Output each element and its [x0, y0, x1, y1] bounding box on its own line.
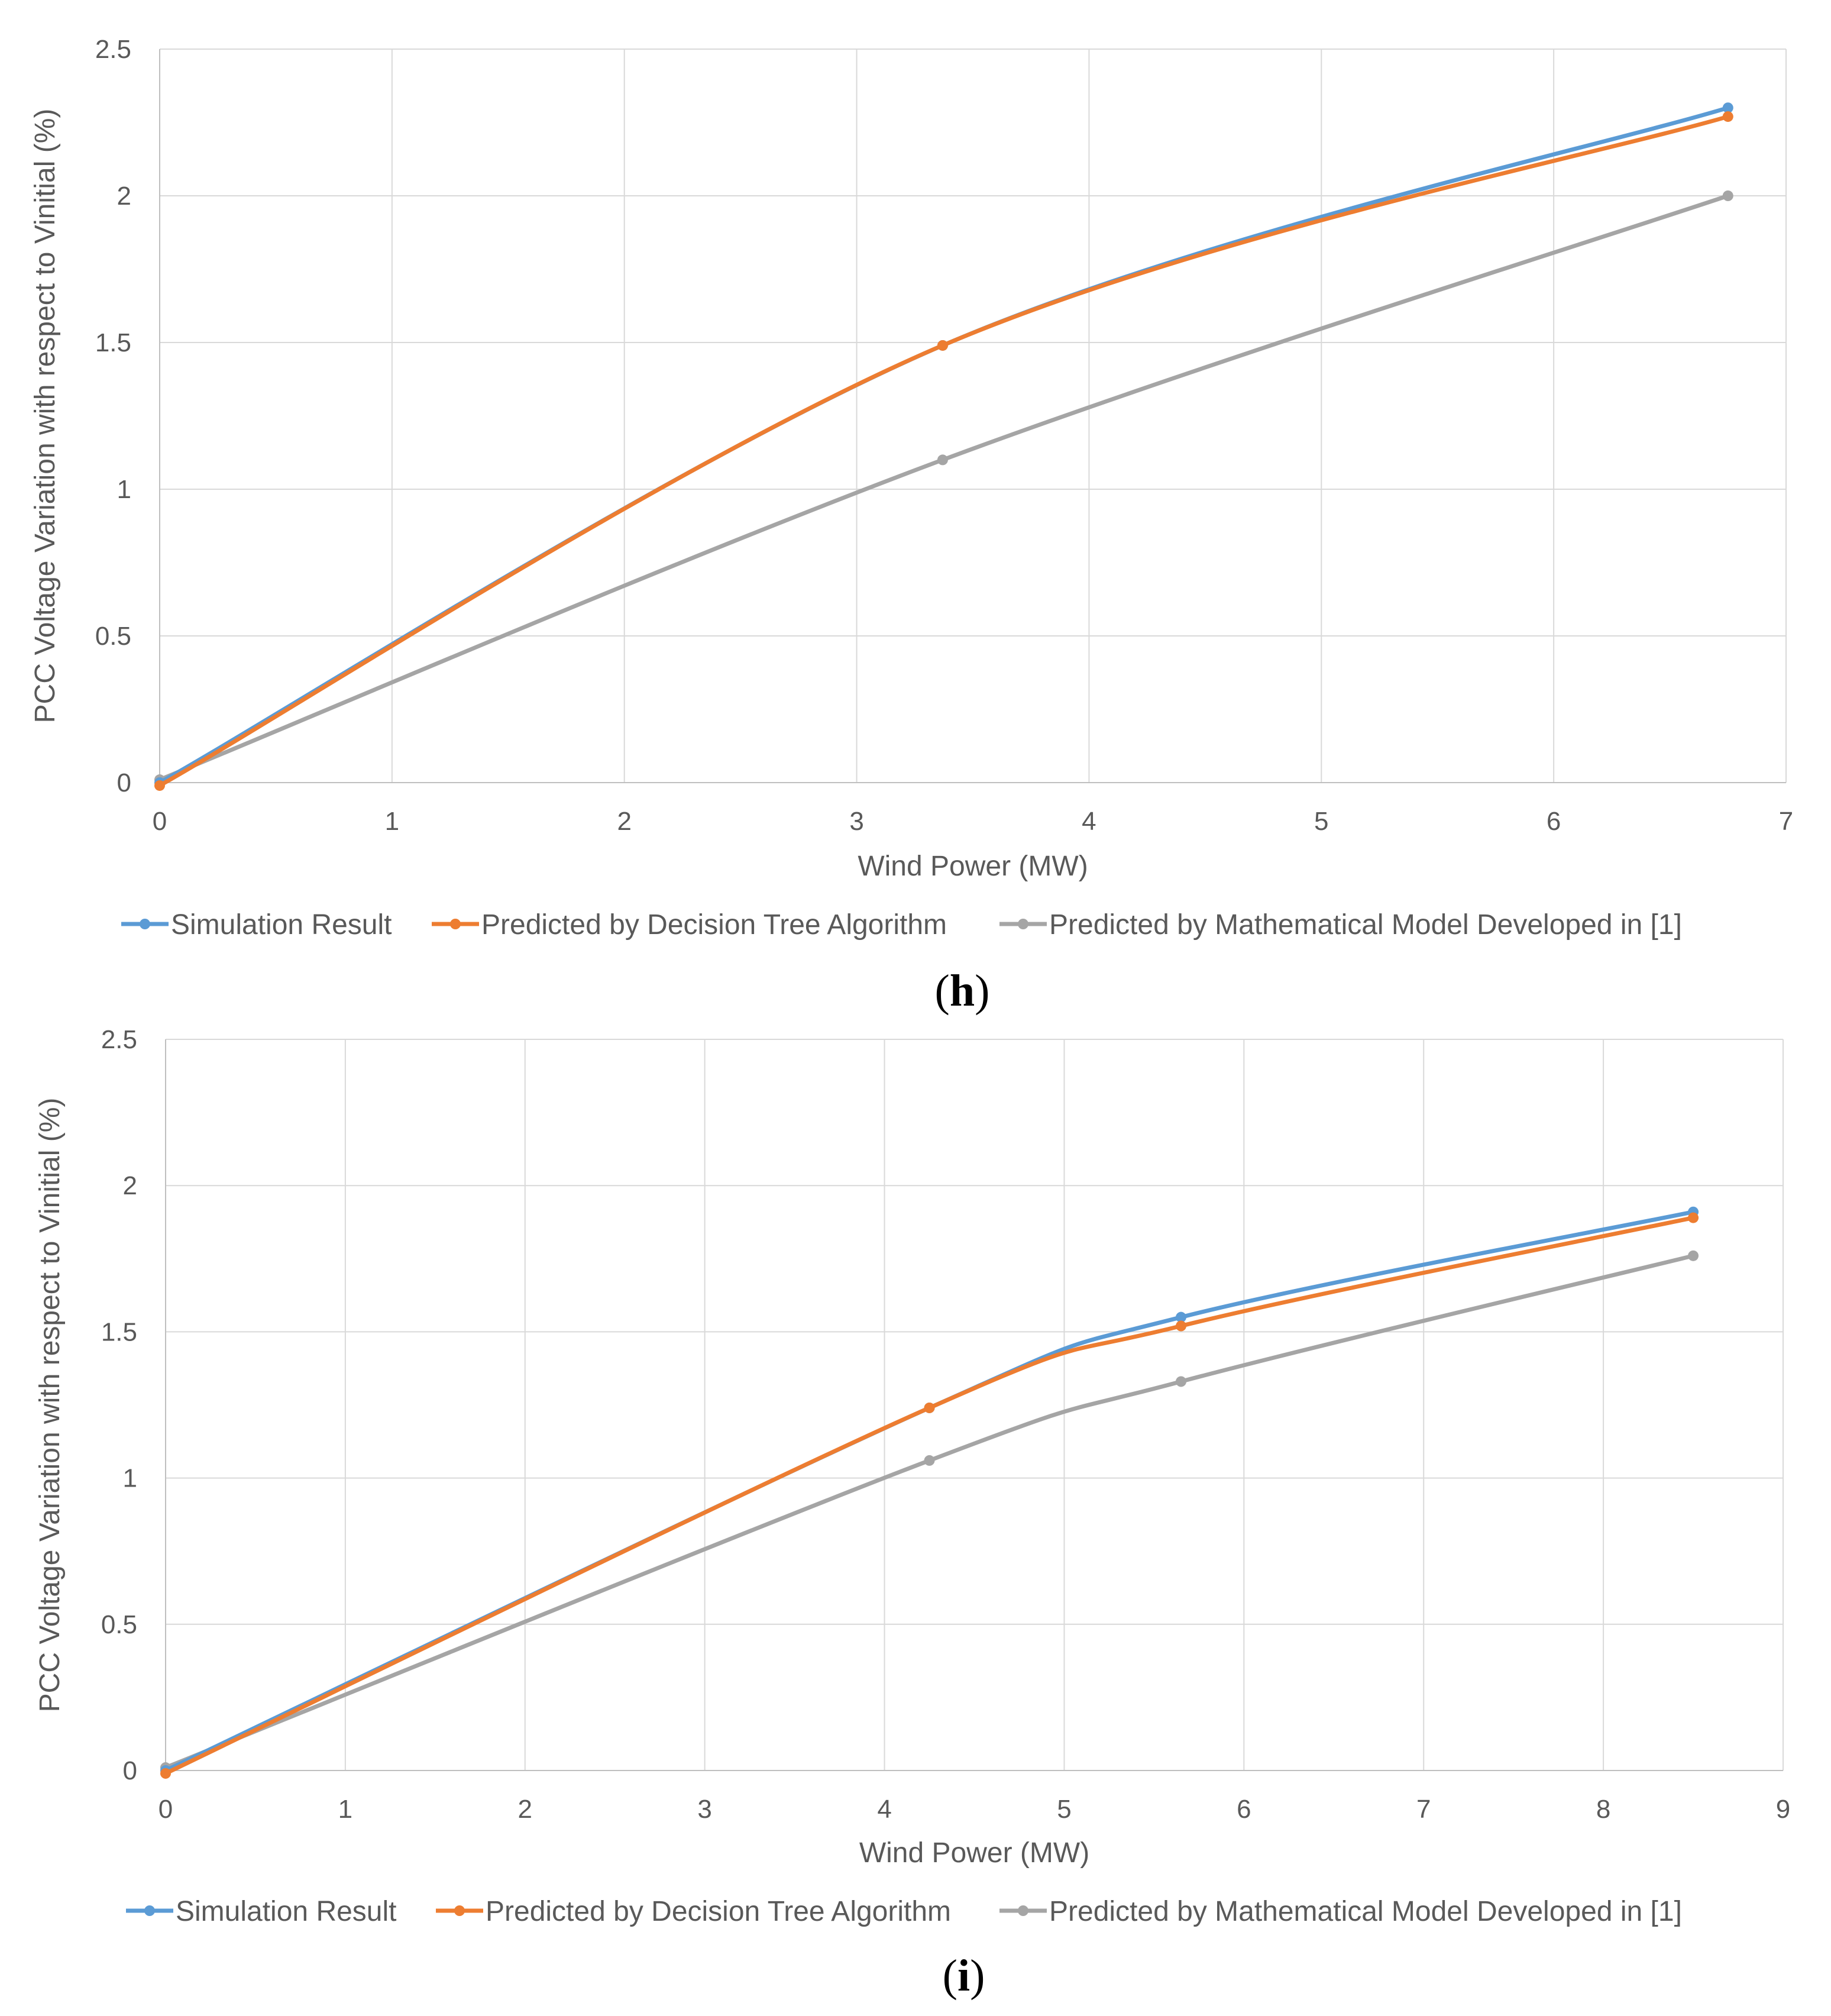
- data-point: [1688, 1212, 1699, 1223]
- x-tick-label: 7: [1416, 1795, 1431, 1824]
- legend-marker: [454, 1905, 465, 1916]
- x-axis-title: Wind Power (MW): [858, 851, 1088, 882]
- legend-marker: [1018, 919, 1028, 929]
- y-tick-label: 0.5: [101, 1610, 137, 1639]
- legend-label: Predicted by Mathematical Model Develope…: [1049, 909, 1682, 941]
- x-tick-label: 6: [1237, 1795, 1251, 1824]
- data-point: [1175, 1320, 1186, 1332]
- series-line-decision-tree: [163, 1216, 1696, 1776]
- x-tick-label: 4: [1082, 807, 1096, 836]
- y-tick-label: 0.5: [95, 622, 131, 651]
- chart-panel-h: 0 1 2 3 4 5 6 7 0 0.5 1 1.5 2 2.5 Wind Power (MW) PCC V…: [30, 35, 1793, 1016]
- panel-label: (h): [935, 966, 990, 1016]
- series-line-math-model: [157, 193, 1730, 782]
- legend-label: Predicted by Decision Tree Algorithm: [481, 909, 947, 941]
- data-point: [1722, 102, 1733, 114]
- x-tick-label: 6: [1547, 807, 1561, 836]
- y-tick-label: 1.5: [95, 328, 131, 357]
- data-point: [924, 1455, 935, 1466]
- data-point: [1722, 111, 1733, 122]
- y-tick-label: 2.5: [95, 35, 131, 64]
- legend-marker: [1018, 1905, 1028, 1916]
- x-tick-label: 2: [617, 807, 631, 836]
- data-point: [924, 1402, 935, 1413]
- y-tick-label: 1.5: [101, 1317, 137, 1346]
- y-tick-label: 2.5: [101, 1025, 137, 1054]
- x-tick-label: 4: [877, 1795, 891, 1824]
- legend-label: Predicted by Mathematical Model Develope…: [1049, 1896, 1682, 1927]
- y-tick-label: 2: [123, 1171, 137, 1200]
- data-point: [937, 340, 948, 351]
- data-point: [937, 454, 948, 466]
- x-tick-label: 3: [849, 807, 863, 836]
- legend-marker: [140, 919, 150, 929]
- y-tick-label: 1: [123, 1464, 137, 1493]
- y-tick-label: 0: [117, 768, 131, 797]
- legend-label: Simulation Result: [171, 909, 392, 941]
- x-tick-label: 0: [158, 1795, 173, 1824]
- x-tick-label: 9: [1776, 1795, 1790, 1824]
- x-tick-label: 8: [1596, 1795, 1610, 1824]
- legend-label: Predicted by Decision Tree Algorithm: [486, 1896, 951, 1927]
- data-point: [160, 1768, 171, 1779]
- series-line-decision-tree: [157, 114, 1730, 788]
- chart-panel-i: 0 1 2 3 4 5 6 7 8 9 0 0.5 1 1.5 2 2.5 Wind Power (MW) PCC…: [34, 1025, 1790, 2001]
- series-line-simulation: [163, 1210, 1696, 1773]
- x-tick-label: 7: [1779, 807, 1793, 836]
- x-axis-title: Wind Power (MW): [859, 1837, 1089, 1869]
- x-tick-label: 5: [1314, 807, 1328, 836]
- data-point: [1175, 1311, 1186, 1323]
- x-tick-label: 5: [1057, 1795, 1071, 1824]
- y-tick-label: 0: [123, 1756, 137, 1785]
- data-point: [1175, 1376, 1186, 1387]
- x-tick-label: 2: [518, 1795, 532, 1824]
- panel-label: (i): [943, 1951, 985, 2001]
- x-tick-label: 0: [153, 807, 167, 836]
- series-line-math-model: [163, 1253, 1696, 1770]
- x-tick-label: 1: [338, 1795, 352, 1824]
- x-tick-label: 3: [697, 1795, 711, 1824]
- data-point: [154, 780, 165, 791]
- y-tick-label: 2: [117, 182, 131, 211]
- data-point: [1722, 190, 1733, 201]
- x-tick-label: 1: [385, 807, 399, 836]
- legend-label: Simulation Result: [176, 1896, 397, 1927]
- legend-marker: [450, 919, 461, 929]
- y-axis-title: PCC Voltage Variation with respect to Vi…: [30, 109, 61, 723]
- legend-marker: [144, 1905, 155, 1916]
- data-point: [1688, 1250, 1699, 1261]
- y-axis-title: PCC Voltage Variation with respect to Vi…: [34, 1098, 66, 1713]
- y-tick-label: 1: [117, 475, 131, 504]
